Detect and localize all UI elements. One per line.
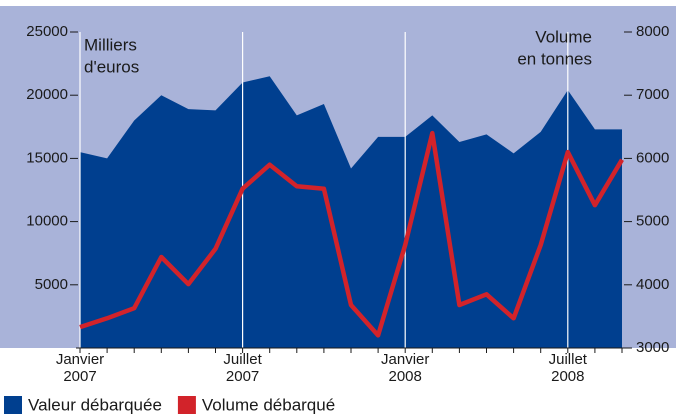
legend-swatch xyxy=(177,396,196,414)
y2-axis-label: Volume xyxy=(535,27,592,46)
y-tick-label: 15000 xyxy=(26,149,68,166)
y2-tick-label: 8000 xyxy=(636,23,669,40)
y-tick-label: 20000 xyxy=(26,86,68,103)
y2-tick-label: 4000 xyxy=(636,276,669,293)
legend-label: Volume débarqué xyxy=(202,395,335,414)
y-axis-label: Milliers xyxy=(84,35,137,54)
x-tick-label: Juillet 2007 xyxy=(223,351,262,385)
line xyxy=(79,130,624,338)
y2-tick-label: 3000 xyxy=(636,339,669,356)
x-tick-label: Juillet 2008 xyxy=(549,351,588,385)
y-tick-label: 10000 xyxy=(26,213,68,230)
x-tick-label: Janvier 2007 xyxy=(56,351,104,385)
x-tick-label: Janvier 2008 xyxy=(381,351,429,385)
legend-swatch xyxy=(4,396,22,414)
y-tick-label: 5000 xyxy=(35,276,68,293)
legend-label: Valeur débarquée xyxy=(28,395,162,414)
y-axis-label: d'euros xyxy=(84,57,139,76)
y-tick-label: 25000 xyxy=(26,23,68,40)
y2-axis-label: en tonnes xyxy=(517,49,592,68)
area xyxy=(80,76,622,349)
y2-tick-label: 6000 xyxy=(636,149,669,166)
y2-tick-label: 7000 xyxy=(636,86,669,103)
y2-tick-label: 5000 xyxy=(636,213,669,230)
